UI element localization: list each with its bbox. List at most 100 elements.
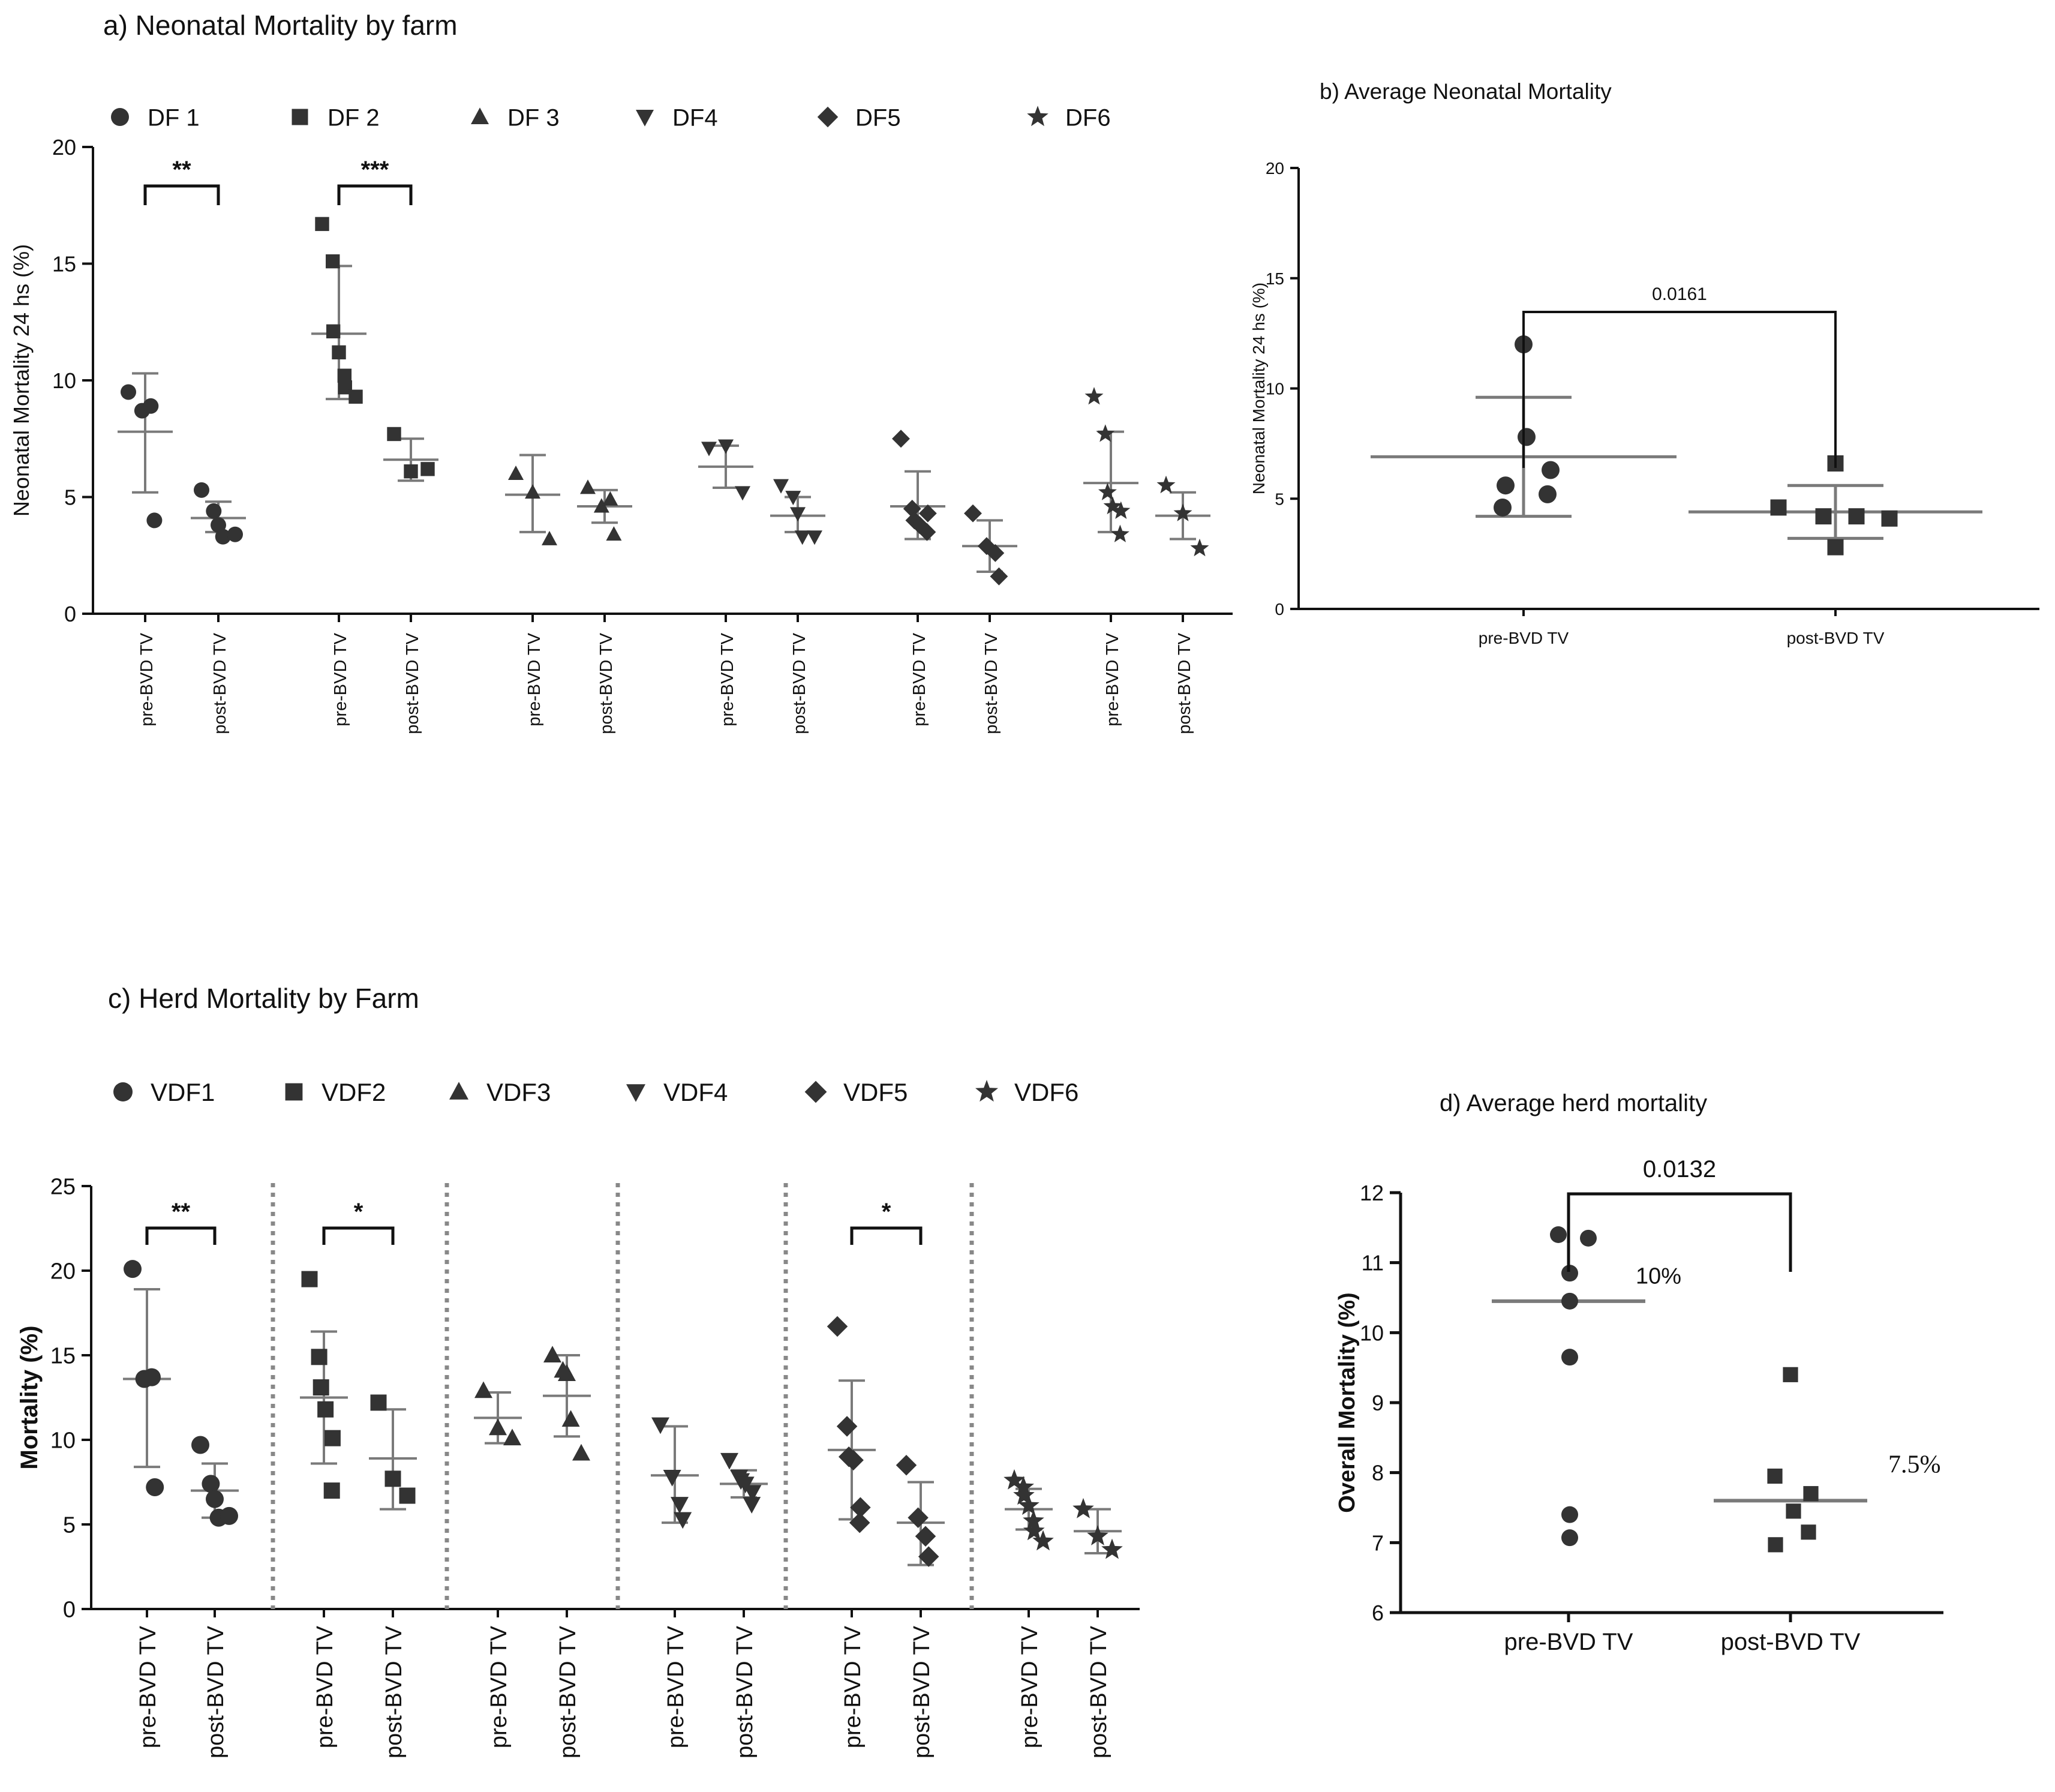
panel-c-vdf1-post-point: [206, 1490, 224, 1508]
panel-c-y-tick-label: 25: [50, 1175, 76, 1200]
panel-c-vdf5-post-point: [908, 1507, 929, 1528]
panel-c-vdf6-pre-point: [1032, 1530, 1054, 1551]
panel-c-y-tick-label: 10: [50, 1428, 76, 1454]
panel-a-legend-marker: [292, 109, 308, 125]
panel-c-legend-marker: [626, 1084, 645, 1102]
panel-a-df6-pre-point: [1103, 496, 1122, 515]
panel-a-y-tick-label: 10: [52, 368, 76, 393]
panel-c-x-tick-label: pre-BVD TV: [136, 1625, 161, 1748]
panel-c-vdf6-pre-point: [1004, 1469, 1025, 1490]
panel-c-vdf3-post-point: [543, 1346, 561, 1362]
panel-c-vdf5-significance-bracket: [850, 1226, 923, 1245]
panel-a-x-tick-label: pre-BVD TV: [525, 632, 544, 726]
panel-d-post-median-label: 7.5%: [1888, 1451, 1941, 1479]
panel-c-vdf4-pre-point: [651, 1417, 669, 1434]
panel-a-df4-post-point: [790, 507, 806, 522]
panel-c-legend-marker: [975, 1080, 998, 1102]
panel-a-legend: DF 1 DF 2 DF 3 DF4 DF5 DF6: [111, 104, 1111, 131]
panel-d-post-point: [1783, 1367, 1798, 1382]
panel-a-df2-pre-point: [326, 254, 340, 269]
panel-c-vdf5-significance-label: *: [882, 1199, 891, 1225]
panel-a-legend-label: DF 2: [328, 104, 380, 131]
panel-c-legend-label: VDF3: [486, 1078, 551, 1106]
panel-b-chart: Neonatal Mortality 24 hs (%) 0 5 10 15 20 pre-…: [1249, 159, 2039, 647]
panel-a-df3-pre-point: [542, 530, 557, 545]
panel-c-x-tick-label: post-BVD TV: [1086, 1625, 1111, 1758]
panel-a-df6-post-point: [1190, 538, 1209, 557]
panel-c-vdf4-pre-point: [663, 1470, 681, 1487]
panel-b-post-point: [1827, 539, 1844, 556]
panel-c-vdf2-pre-point: [317, 1401, 334, 1418]
panel-c-x-tick-label: post-BVD TV: [381, 1625, 407, 1758]
panel-c-legend-label: VDF2: [322, 1078, 386, 1106]
panel-a-chart: Neonatal Mortality 24 hs (%) 0 5 10 15 20 pre-…: [9, 135, 1233, 734]
panel-c-y-tick-label: 5: [63, 1513, 76, 1538]
panel-a-df2-pre-point: [332, 345, 346, 360]
panel-c-vdf6-post-point: [1101, 1538, 1123, 1559]
panel-c-vdf2-pre-point: [301, 1271, 318, 1287]
panel-a-y-tick-label: 15: [52, 251, 76, 276]
panel-a-df6-pre-point: [1084, 387, 1104, 405]
panel-a-df5-post-point: [977, 537, 996, 556]
panel-c-vdf4-pre-point: [671, 1497, 689, 1514]
panel-d-title: d) Average herd mortality: [1440, 1090, 1707, 1116]
panel-c-y-tick-label: 15: [50, 1344, 76, 1369]
panel-a-x-tick-label: pre-BVD TV: [137, 632, 157, 726]
panel-c-vdf2-pre-point: [313, 1379, 329, 1396]
panel-c-vdf1-significance-label: **: [172, 1199, 191, 1225]
panel-a-df1-post-point: [227, 526, 243, 542]
panel-a-df4-pre-point: [735, 486, 750, 501]
panel-d-significance-bracket: [1567, 1192, 1792, 1272]
panel-b-y-axis-title: Neonatal Mortality 24 hs (%): [1249, 283, 1268, 494]
panel-a-df2-pre-point: [315, 217, 329, 232]
panel-c-vdf5-post-point: [918, 1546, 939, 1567]
panel-c-vdf5-post-point: [896, 1455, 917, 1476]
panel-b-x-tick-label: post-BVD TV: [1787, 629, 1885, 647]
panel-c-vdf6-post-point: [1072, 1497, 1094, 1518]
panel-a-df1-post-point: [211, 517, 226, 533]
panel-a-df6-pre-point: [1111, 501, 1131, 519]
panel-a-df2-post-point: [420, 462, 435, 476]
panel-d-pre-point: [1580, 1229, 1597, 1247]
panel-d-y-tick-label: 10: [1360, 1320, 1384, 1345]
panel-d-x-tick-label: pre-BVD TV: [1504, 1629, 1633, 1655]
panel-a-df1-significance-bracket: [143, 184, 220, 205]
panel-a-legend-marker: [1027, 106, 1048, 127]
panel-a-df1-pre-point: [143, 398, 159, 414]
panel-a-df1-post-point: [215, 529, 231, 545]
panel-a-df3-post-point: [580, 479, 596, 494]
panel-c-legend-marker: [449, 1082, 468, 1100]
panel-c-vdf2-post-point: [399, 1487, 416, 1504]
panel-d-pre-point: [1561, 1265, 1578, 1282]
panel-b-post-point: [1848, 508, 1865, 525]
panel-a-df4-pre-point: [718, 439, 734, 454]
panel-c-vdf3-post-point: [558, 1364, 576, 1382]
panel-c-x-tick-label: pre-BVD TV: [313, 1625, 338, 1748]
panel-b-title: b) Average Neonatal Mortality: [1320, 79, 1612, 104]
panel-c-chart: Mortality (%) 0 5 10 15 20 25 pre-BVD TV post-BV…: [16, 1175, 1140, 1758]
panel-b-post-point: [1770, 499, 1787, 516]
panel-c-vdf1-post-point: [220, 1506, 238, 1525]
panel-a-legend-marker: [471, 107, 489, 124]
panel-a-y-tick-label: 20: [52, 135, 76, 160]
panel-a-df5-pre-point: [903, 500, 921, 518]
panel-a-legend-label: DF4: [672, 104, 718, 131]
panel-c-vdf2-significance-bracket: [322, 1226, 395, 1245]
panel-c-vdf2-pre-point: [311, 1349, 328, 1365]
panel-a-df3-post-point: [602, 491, 618, 506]
panel-c-title: c) Herd Mortality by Farm: [108, 983, 419, 1014]
panel-d-y-tick-label: 9: [1372, 1391, 1384, 1415]
panel-a-x-tick-label: pre-BVD TV: [331, 632, 350, 726]
panel-a-df4-pre-point: [701, 442, 717, 457]
panel-c-legend-label: VDF4: [663, 1078, 728, 1106]
panel-c-vdf5-pre-point: [849, 1512, 870, 1533]
panel-b-pre-point: [1518, 428, 1536, 446]
panel-a-x-tick-label: pre-BVD TV: [1103, 632, 1122, 726]
panel-a-legend-label: DF6: [1065, 104, 1111, 131]
panel-a-df4-post-point: [794, 530, 810, 545]
panel-c-vdf3-post-point: [572, 1443, 590, 1461]
panel-a-df5-post-point: [990, 567, 1008, 586]
panel-d-y-tick-label: 12: [1360, 1181, 1384, 1205]
panel-a-x-tick-label: post-BVD TV: [403, 632, 422, 734]
